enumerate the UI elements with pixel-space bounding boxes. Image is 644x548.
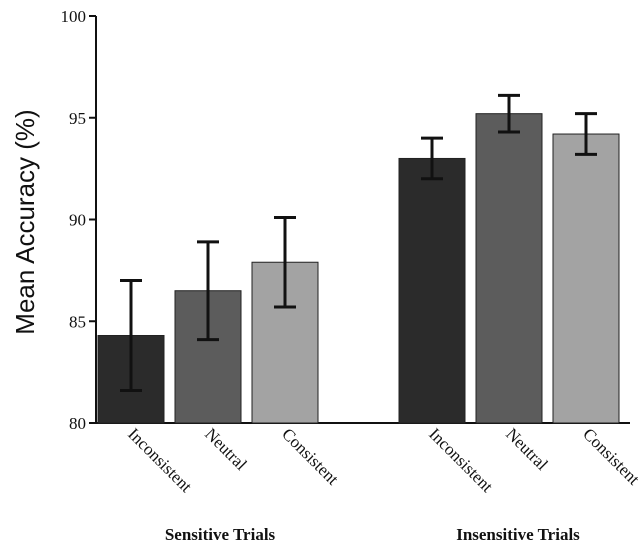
bar bbox=[552, 133, 620, 424]
category-label: Inconsistent bbox=[425, 424, 497, 496]
y-tick-label: 90 bbox=[69, 211, 86, 230]
y-tick-label: 95 bbox=[69, 109, 86, 128]
category-label: Neutral bbox=[201, 424, 251, 474]
bar bbox=[475, 113, 543, 424]
bar bbox=[398, 157, 466, 424]
bars bbox=[97, 113, 620, 424]
error-bars bbox=[120, 93, 597, 392]
group-label: Sensitive Trials bbox=[165, 525, 276, 544]
y-axis-label: Mean Accuracy (%) bbox=[10, 109, 40, 334]
group-label: Insensitive Trials bbox=[456, 525, 580, 544]
category-label: Consistent bbox=[579, 424, 643, 488]
category-label: Inconsistent bbox=[124, 424, 196, 496]
y-tick-label: 80 bbox=[69, 414, 86, 433]
y-tick-label: 85 bbox=[69, 312, 86, 331]
category-label: Neutral bbox=[502, 424, 552, 474]
y-tick-label: 100 bbox=[61, 7, 87, 26]
category-label: Consistent bbox=[278, 424, 342, 488]
